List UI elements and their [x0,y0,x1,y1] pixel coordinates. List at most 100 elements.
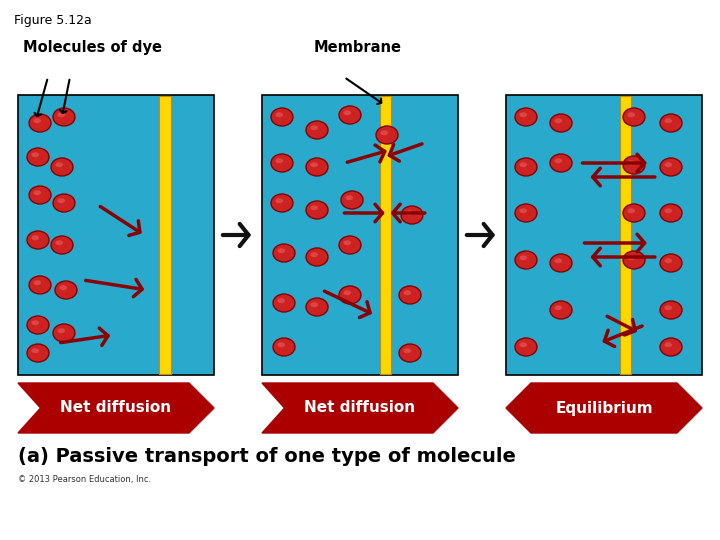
Ellipse shape [58,112,65,117]
Ellipse shape [273,294,295,312]
Ellipse shape [33,118,41,123]
Ellipse shape [339,236,361,254]
Ellipse shape [346,195,353,200]
Bar [506,95,702,375]
Ellipse shape [27,231,49,249]
Ellipse shape [660,158,682,176]
Ellipse shape [376,126,398,144]
Ellipse shape [623,108,645,126]
Ellipse shape [515,108,537,126]
Ellipse shape [29,276,51,294]
Ellipse shape [32,320,39,325]
Ellipse shape [405,210,413,215]
Ellipse shape [306,201,328,219]
Ellipse shape [665,342,672,347]
Ellipse shape [515,158,537,176]
Ellipse shape [665,118,672,123]
Ellipse shape [306,158,328,176]
Ellipse shape [53,194,75,212]
Ellipse shape [29,114,51,132]
Ellipse shape [660,254,682,272]
Ellipse shape [27,344,49,362]
Ellipse shape [53,108,75,126]
Bar [262,95,458,375]
Ellipse shape [380,130,388,135]
Ellipse shape [550,301,572,319]
Ellipse shape [665,305,672,310]
Ellipse shape [660,114,682,132]
Ellipse shape [27,316,49,334]
Ellipse shape [51,236,73,254]
Ellipse shape [627,112,635,117]
Text: (a) Passive transport of one type of molecule: (a) Passive transport of one type of mol… [18,447,516,466]
Ellipse shape [627,160,635,165]
Ellipse shape [519,163,527,167]
Ellipse shape [275,198,283,203]
Ellipse shape [515,251,537,269]
Ellipse shape [53,324,75,342]
Text: Molecules of dye: Molecules of dye [23,40,162,55]
Ellipse shape [27,148,49,166]
Ellipse shape [665,163,672,167]
Ellipse shape [310,205,318,210]
Ellipse shape [660,338,682,356]
Ellipse shape [660,301,682,319]
Ellipse shape [660,204,682,222]
Ellipse shape [519,255,527,260]
Ellipse shape [273,338,295,356]
Text: © 2013 Pearson Education, Inc.: © 2013 Pearson Education, Inc. [18,475,151,484]
Text: Equilibrium: Equilibrium [555,401,653,415]
Ellipse shape [519,112,527,117]
Ellipse shape [339,286,361,304]
Bar [18,95,214,375]
Ellipse shape [399,286,421,304]
Ellipse shape [33,280,41,285]
Ellipse shape [399,344,421,362]
Ellipse shape [58,198,65,203]
Ellipse shape [310,302,318,307]
Ellipse shape [310,125,318,130]
Ellipse shape [401,206,423,224]
Polygon shape [506,383,702,433]
Ellipse shape [665,258,672,263]
Ellipse shape [343,110,351,115]
Ellipse shape [515,338,537,356]
Ellipse shape [550,114,572,132]
Ellipse shape [623,251,645,269]
Ellipse shape [306,298,328,316]
Text: Figure 5.12a: Figure 5.12a [14,14,91,27]
Ellipse shape [51,158,73,176]
Ellipse shape [32,152,39,157]
Ellipse shape [554,258,562,263]
Ellipse shape [550,154,572,172]
Ellipse shape [627,208,635,213]
Ellipse shape [306,248,328,266]
Ellipse shape [519,342,527,347]
Ellipse shape [55,281,77,299]
Text: Membrane: Membrane [314,40,402,55]
Ellipse shape [341,191,363,209]
Ellipse shape [550,254,572,272]
Ellipse shape [665,208,672,213]
Ellipse shape [623,156,645,174]
Ellipse shape [277,248,285,253]
Ellipse shape [343,291,351,295]
Bar [620,96,631,374]
Polygon shape [18,383,214,433]
Ellipse shape [339,106,361,124]
Ellipse shape [271,154,293,172]
Ellipse shape [519,208,527,213]
Ellipse shape [55,240,63,245]
Bar [379,96,392,374]
Ellipse shape [306,121,328,139]
Ellipse shape [627,255,635,260]
Ellipse shape [271,108,293,126]
Ellipse shape [33,190,41,195]
Ellipse shape [29,186,51,204]
Ellipse shape [32,235,39,240]
Text: Net diffusion: Net diffusion [305,401,415,415]
Ellipse shape [403,348,411,353]
Ellipse shape [515,204,537,222]
Ellipse shape [58,328,65,333]
Text: Net diffusion: Net diffusion [60,401,171,415]
